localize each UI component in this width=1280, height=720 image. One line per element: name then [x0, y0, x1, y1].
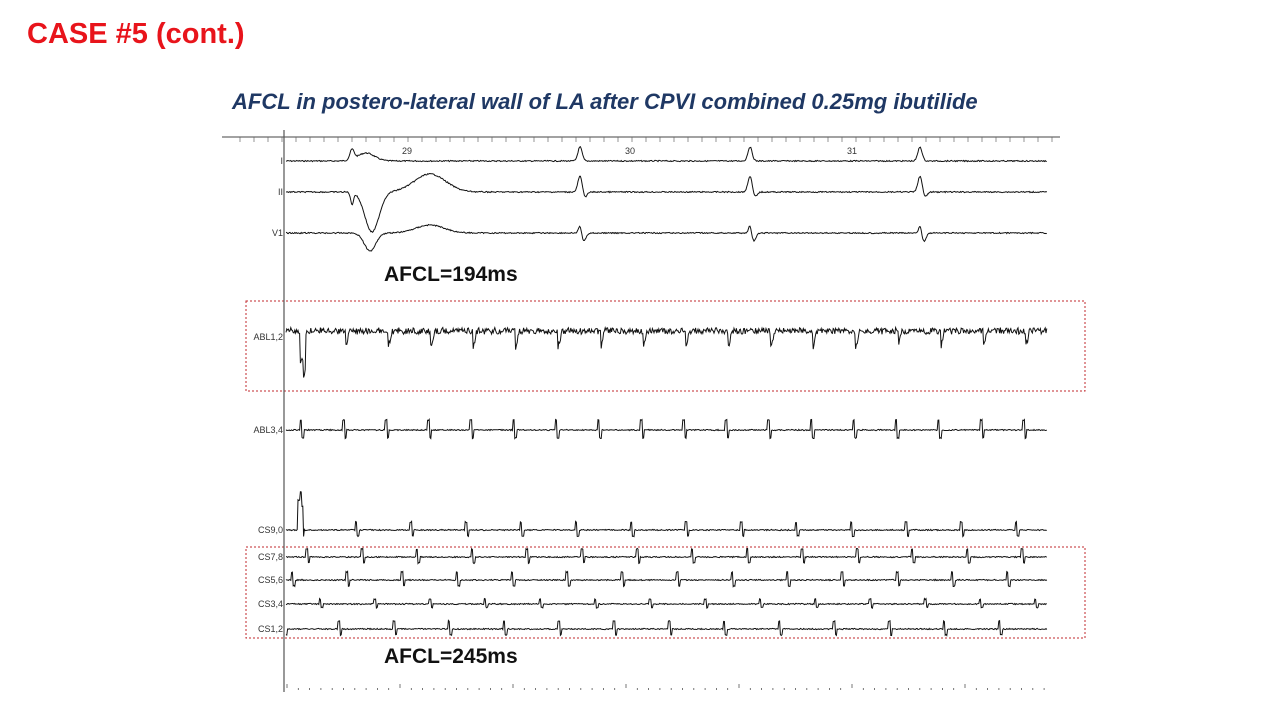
trace-abl1-2 [285, 325, 1048, 378]
channel-label: II [278, 187, 283, 197]
afcl-cs-annotation: AFCL=245ms [384, 645, 518, 668]
afcl-abl-annotation: AFCL=194ms [384, 263, 518, 286]
trace-cs9-0 [285, 491, 1047, 538]
highlight-box-abl [245, 300, 1086, 392]
time-marker: 29 [402, 146, 412, 156]
channel-labels: IIIV1ABL1,2ABL3,4CS9,0CS7,8CS5,6CS3,4CS1… [253, 156, 283, 634]
channel-label: CS3,4 [258, 599, 283, 609]
channel-label: CS9,0 [258, 525, 283, 535]
trace-cs5-6 [285, 570, 1048, 588]
trace-abl3-4 [285, 417, 1047, 440]
channel-label: I [280, 156, 283, 166]
channel-label: CS7,8 [258, 552, 283, 562]
time-marker: 31 [847, 146, 857, 156]
slide-title: AFCL in postero-lateral wall of LA after… [232, 89, 978, 114]
channel-label: CS1,2 [258, 624, 283, 634]
time-marker: 30 [625, 146, 635, 156]
trace-cs3-4 [285, 597, 1047, 610]
trace-i [285, 146, 1047, 163]
channel-label: ABL1,2 [253, 332, 283, 342]
trace-v1 [285, 223, 1047, 252]
traces [285, 146, 1048, 637]
trace-cs1-2 [285, 619, 1048, 637]
channel-label: ABL3,4 [253, 425, 283, 435]
channel-label: CS5,6 [258, 575, 283, 585]
trace-ii [285, 172, 1048, 233]
top-time-ruler [222, 136, 1060, 690]
trace-cs7-8 [285, 547, 1048, 565]
channel-label: V1 [272, 228, 283, 238]
highlight-box-cs [245, 546, 1086, 639]
slide-heading: CASE #5 (cont.) [27, 18, 245, 50]
